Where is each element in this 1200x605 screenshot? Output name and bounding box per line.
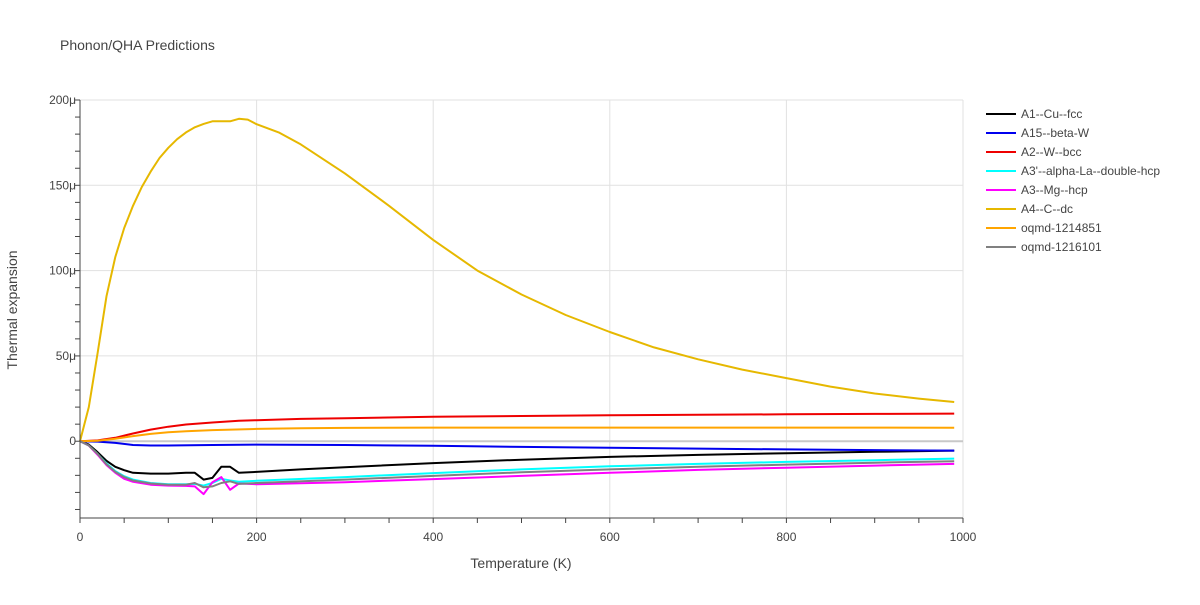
series-line-0 [79,440,955,481]
legend-item-4[interactable]: A3--Mg--hcp [986,183,1088,197]
x-tick-label: 200 [247,530,267,544]
series-line-1 [79,440,955,452]
grid-layer [80,99,964,518]
legend-label: oqmd-1216101 [1021,240,1102,254]
y-tick-label: 50μ [56,349,76,363]
legend-item-7[interactable]: oqmd-1216101 [986,240,1102,254]
legend-label: A3'--alpha-La--double-hcp [1021,164,1160,178]
legend-label: A1--Cu--fcc [1021,107,1082,121]
x-tick-label: 1000 [950,530,977,544]
legend-label: oqmd-1214851 [1021,221,1102,235]
x-tick-label: 800 [776,530,796,544]
legend-label: A15--beta-W [1021,126,1090,140]
y-tick-label: 150μ [49,178,76,192]
series-line-6 [79,426,955,443]
y-tick-label: 100μ [49,264,76,278]
series-line-5 [79,117,955,442]
legend-label: A2--W--bcc [1021,145,1081,159]
x-tick-label: 0 [77,530,84,544]
y-tick-label: 0 [69,434,76,448]
legend-label: A4--C--dc [1021,202,1073,216]
x-tick-label: 400 [423,530,443,544]
series-line-2 [79,412,955,443]
legend-item-1[interactable]: A15--beta-W [986,126,1090,140]
legend-item-0[interactable]: A1--Cu--fcc [986,107,1082,121]
legend: A1--Cu--fcc A15--beta-W A2--W--bcc A3'--alp… [986,107,1160,254]
legend-item-2[interactable]: A2--W--bcc [986,145,1081,159]
y-axis-label: Thermal expansion [4,250,20,369]
x-axis-label: Temperature (K) [470,555,571,571]
y-tick-label: 200μ [49,93,76,107]
legend-item-6[interactable]: oqmd-1214851 [986,221,1102,235]
legend-label: A3--Mg--hcp [1021,183,1088,197]
series-layer [79,117,955,496]
chart-title: Phonon/QHA Predictions [60,37,215,53]
legend-item-5[interactable]: A4--C--dc [986,202,1073,216]
series-line-7 [79,440,955,489]
axis-layer: 0 200 400 600 800 1000 0 50μ 100μ 150μ 200μ [49,93,977,544]
x-tick-label: 600 [600,530,620,544]
legend-item-3[interactable]: A3'--alpha-La--double-hcp [986,164,1160,178]
